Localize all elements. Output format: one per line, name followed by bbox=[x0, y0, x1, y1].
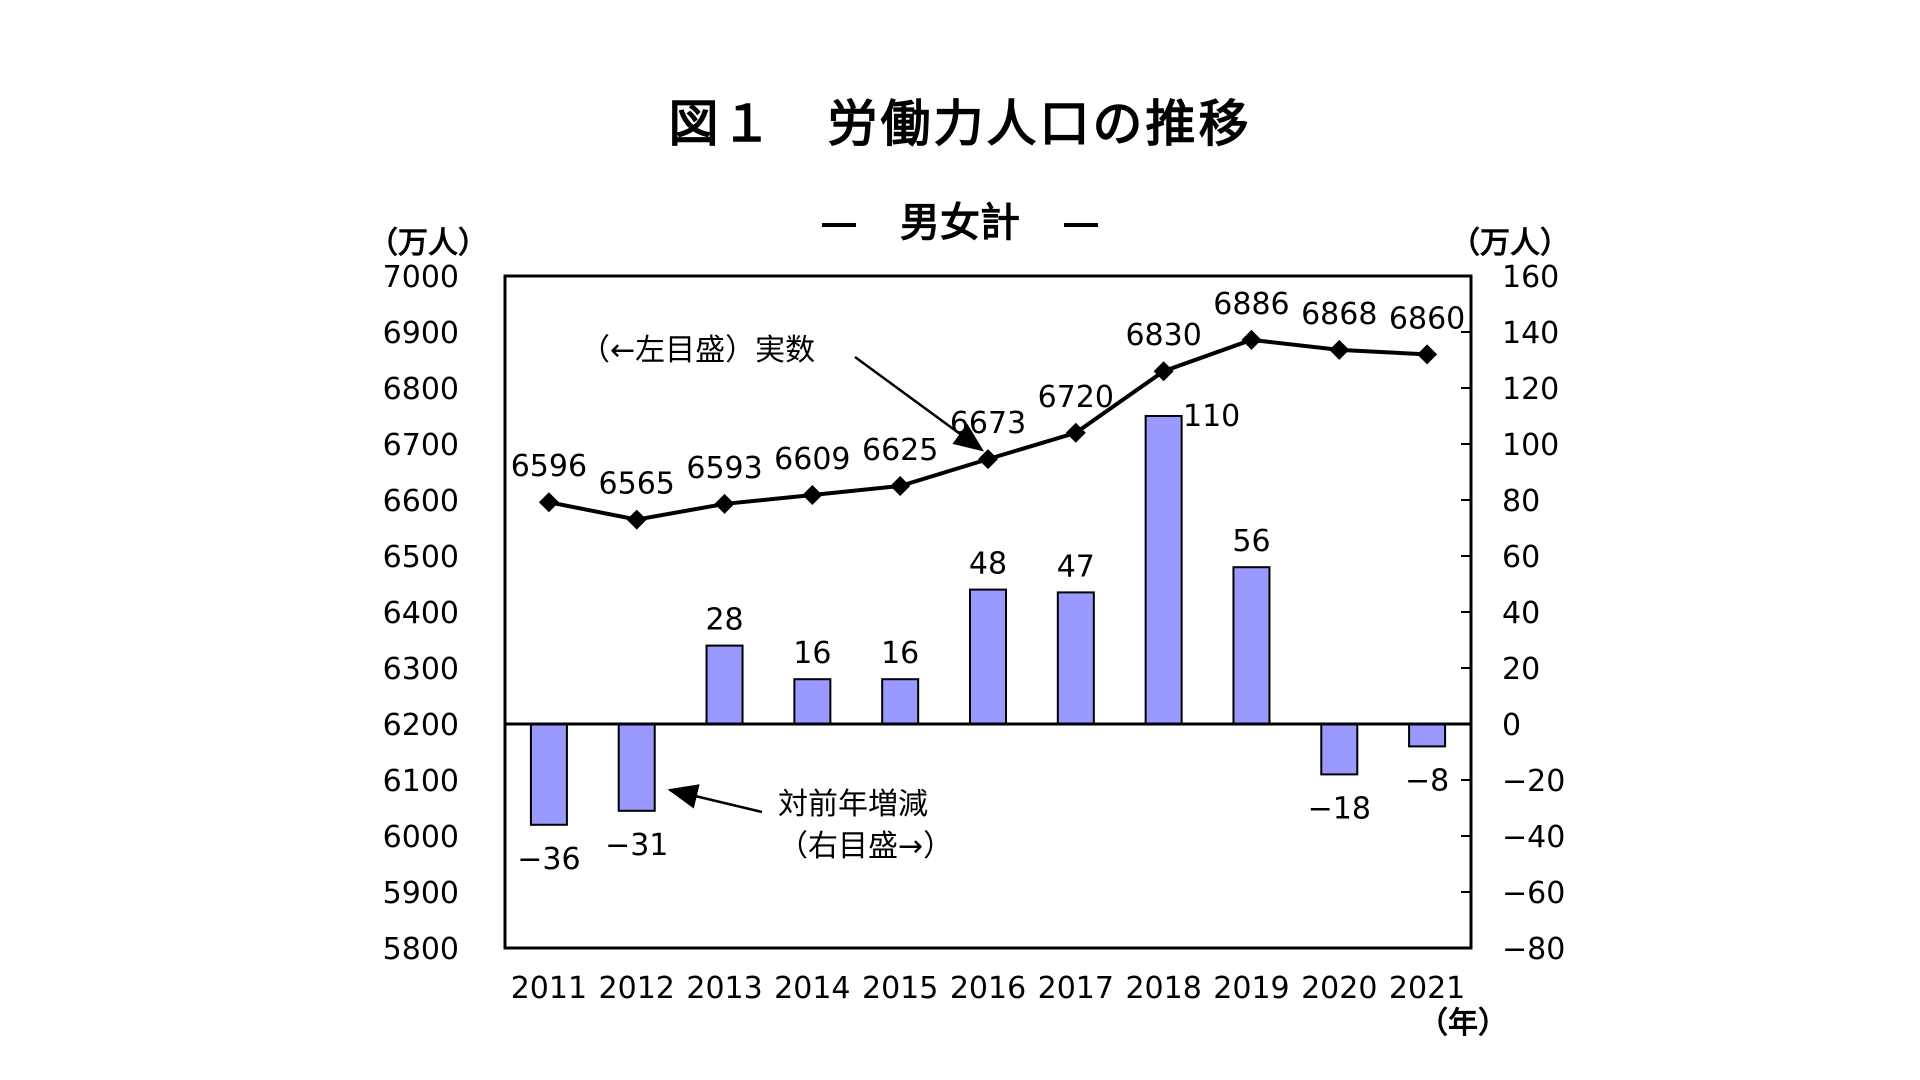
right-axis-tick-label: 40 bbox=[1502, 596, 1540, 631]
bar-data-label: −8 bbox=[1405, 763, 1449, 798]
bar-data-label: 16 bbox=[881, 636, 919, 671]
bar-data-label: 56 bbox=[1232, 524, 1270, 559]
right-axis-tick-label: −60 bbox=[1502, 876, 1565, 911]
line-data-label: 6720 bbox=[1038, 380, 1114, 415]
bar-change bbox=[1144, 415, 1183, 725]
bar-data-label: 48 bbox=[969, 547, 1007, 582]
right-axis-tick-label: 60 bbox=[1502, 540, 1540, 575]
line-point-marker bbox=[1417, 344, 1438, 365]
line-data-label: 6593 bbox=[686, 451, 762, 486]
bar-data-label: 110 bbox=[1183, 399, 1240, 434]
x-axis-tick-label: 2012 bbox=[599, 971, 675, 1006]
left-axis-tick-label: 6400 bbox=[383, 596, 459, 631]
line-data-label: 6625 bbox=[862, 433, 938, 468]
line-data-label: 6609 bbox=[774, 442, 850, 477]
right-axis-tick-label: −80 bbox=[1502, 932, 1565, 967]
line-point-marker bbox=[1241, 329, 1262, 350]
left-axis-tick-label: 5800 bbox=[383, 932, 459, 967]
bar-data-label: 16 bbox=[793, 636, 831, 671]
left-axis-tick-label: 6700 bbox=[383, 428, 459, 463]
x-axis-tick-label: 2011 bbox=[511, 971, 587, 1006]
chart-subtitle: 男女計 bbox=[0, 190, 1920, 248]
bar-change bbox=[1056, 591, 1095, 726]
bar-change bbox=[1320, 723, 1359, 776]
bar-data-label: 28 bbox=[705, 603, 743, 638]
bar-change bbox=[705, 644, 744, 725]
right-axis-unit: （万人） bbox=[1450, 226, 1570, 261]
subtitle-dash-right bbox=[1064, 223, 1098, 227]
bar-change bbox=[529, 723, 568, 826]
annotation-line-label: （←左目盛）実数 bbox=[580, 333, 815, 368]
annotation-bar-label-1: 対前年増減 bbox=[778, 787, 928, 822]
line-point-marker bbox=[1329, 339, 1350, 360]
x-axis-tick-label: 2013 bbox=[686, 971, 762, 1006]
right-axis-tick-label: 100 bbox=[1502, 428, 1559, 463]
x-axis-tick-label: 2016 bbox=[950, 971, 1026, 1006]
subtitle-text: 男女計 bbox=[900, 200, 1020, 246]
left-axis-tick-label: 6600 bbox=[383, 484, 459, 519]
line-point-marker bbox=[538, 492, 559, 513]
bar-data-label: −18 bbox=[1308, 791, 1371, 826]
chart-title: 図１ 労働力人口の推移 bbox=[668, 95, 1252, 153]
left-axis-tick-label: 7000 bbox=[383, 260, 459, 295]
right-axis-tick-label: 0 bbox=[1502, 708, 1521, 743]
line-point-marker bbox=[714, 493, 735, 514]
annotation-bar-arrow bbox=[667, 784, 763, 814]
right-axis-tick-label: 120 bbox=[1502, 372, 1559, 407]
bar-change bbox=[617, 723, 656, 812]
line-data-label: 6868 bbox=[1301, 297, 1377, 332]
line-data-label: 6565 bbox=[599, 467, 675, 502]
subtitle-dash-left bbox=[822, 223, 856, 227]
left-axis-unit: （万人） bbox=[368, 226, 488, 261]
right-axis-tick-label: −20 bbox=[1502, 764, 1565, 799]
line-point-marker bbox=[626, 509, 647, 530]
x-axis-tick-label: 2017 bbox=[1038, 971, 1114, 1006]
line-point-marker bbox=[1065, 422, 1086, 443]
right-axis-tick-label: 80 bbox=[1502, 484, 1540, 519]
right-axis-tick-label: 160 bbox=[1502, 260, 1559, 295]
annotation-bar-label-2: （右目盛→） bbox=[778, 829, 953, 864]
x-axis-tick-label: 2020 bbox=[1301, 971, 1377, 1006]
annotation-line-arrow bbox=[854, 355, 985, 452]
left-axis-tick-label: 6100 bbox=[383, 764, 459, 799]
bar-change bbox=[1408, 723, 1447, 748]
line-data-label: 6830 bbox=[1125, 318, 1201, 353]
left-axis-tick-label: 6900 bbox=[383, 316, 459, 351]
line-data-label: 6886 bbox=[1213, 287, 1289, 322]
bar-change bbox=[881, 678, 920, 726]
line-point-marker bbox=[890, 476, 911, 496]
x-axis-tick-label: 2019 bbox=[1213, 971, 1289, 1006]
line-point-marker bbox=[802, 484, 823, 505]
line-data-label: 6596 bbox=[511, 449, 587, 484]
x-axis-tick-label: 2021 bbox=[1389, 971, 1465, 1006]
right-axis-tick-label: 140 bbox=[1502, 316, 1559, 351]
x-axis-unit: （年） bbox=[1418, 1006, 1508, 1041]
bar-change bbox=[793, 678, 832, 726]
x-axis-tick-label: 2015 bbox=[862, 971, 938, 1006]
left-axis-tick-label: 6800 bbox=[383, 372, 459, 407]
x-axis-tick-label: 2018 bbox=[1125, 971, 1201, 1006]
left-axis-tick-label: 6200 bbox=[383, 708, 459, 743]
line-point-marker bbox=[1153, 361, 1174, 382]
left-axis-tick-label: 6300 bbox=[383, 652, 459, 687]
left-axis-tick-label: 5900 bbox=[383, 876, 459, 911]
bar-change bbox=[969, 588, 1007, 725]
right-axis-tick-label: 20 bbox=[1502, 652, 1540, 687]
line-point-marker bbox=[978, 449, 998, 470]
right-axis-tick-label: −40 bbox=[1502, 820, 1565, 855]
bar-data-label: −36 bbox=[517, 842, 580, 877]
line-data-label: 6860 bbox=[1389, 301, 1465, 336]
left-axis-tick-label: 6000 bbox=[383, 820, 459, 855]
bar-data-label: 47 bbox=[1057, 549, 1095, 584]
bar-data-label: −31 bbox=[605, 828, 668, 863]
x-axis-tick-label: 2014 bbox=[774, 971, 850, 1006]
left-axis-tick-label: 6500 bbox=[383, 540, 459, 575]
bar-change bbox=[1232, 566, 1271, 726]
